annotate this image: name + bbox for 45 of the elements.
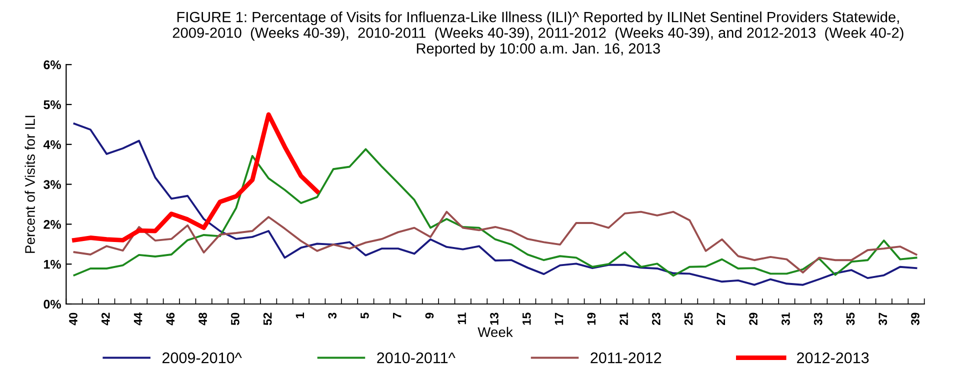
x-tick-label: 40: [69, 312, 78, 326]
line-series: [72, 112, 320, 242]
y-axis-title: Percent of Visits for ILI: [24, 116, 35, 253]
legend-label: 2011-2012: [590, 352, 662, 364]
chart-title: FIGURE 1: Percentage of Visits for Influenza-Like Illness (ILI)^ Reported by ILINet Sentinel Providers Statewide, 2009-2010 (Weeks 40-39), 2010-2011 (Weeks 40-39), 2011-2012 (Weeks 40-39), and 2012-2013 (Week 40-2) Reported by 10:00 a.m. Jan. 16, 2013: [172, 12, 904, 57]
line-series: [73, 148, 918, 277]
y-tick-label: 1%: [44, 260, 61, 269]
x-axis-title: Week: [478, 326, 513, 338]
x-tick-label: 37: [878, 312, 888, 326]
legend-label: 2009-2010^: [162, 352, 242, 364]
x-tick-label: 42: [101, 312, 110, 326]
x-tick-label: 11: [458, 312, 466, 324]
line-series: [73, 210, 918, 274]
x-tick-label: 35: [846, 312, 855, 326]
y-tick-label: 5%: [44, 100, 61, 110]
x-tick-label: 7: [393, 312, 402, 318]
y-tick-label: 3%: [44, 180, 61, 189]
x-tick-label: 21: [620, 312, 628, 326]
x-tick-label: 9: [425, 312, 434, 318]
x-tick-label: 50: [230, 312, 240, 326]
legend-label: 2012-2013: [797, 352, 869, 364]
y-tick-label: 4%: [43, 140, 61, 150]
x-tick-label: 1: [296, 312, 304, 318]
y-tick-label: 0%: [44, 300, 61, 309]
x-tick-label: 17: [554, 312, 564, 325]
x-tick-label: 48: [198, 312, 207, 326]
x-tick-label: 3: [328, 312, 337, 319]
x-tick-label: 39: [911, 312, 920, 326]
x-tick-label: 15: [522, 312, 531, 325]
x-tick-label: 23: [652, 312, 660, 326]
x-tick-label: 25: [684, 312, 693, 326]
y-tick-label: 2%: [44, 220, 61, 229]
x-tick-label: 19: [587, 312, 596, 325]
legend-label: 2010-2011^: [377, 352, 456, 364]
x-tick-label: 52: [263, 312, 272, 326]
x-tick-label: 33: [814, 312, 822, 326]
x-tick-label: 5: [360, 312, 369, 319]
x-tick-label: 46: [166, 312, 175, 326]
x-tick-label: 44: [134, 312, 142, 326]
x-tick-label: 31: [782, 312, 790, 326]
y-tick-label: 6%: [44, 60, 61, 70]
x-tick-label: 29: [749, 312, 758, 326]
line-series: [73, 122, 918, 286]
x-tick-label: 13: [490, 312, 498, 325]
x-tick-label: 27: [716, 312, 725, 326]
